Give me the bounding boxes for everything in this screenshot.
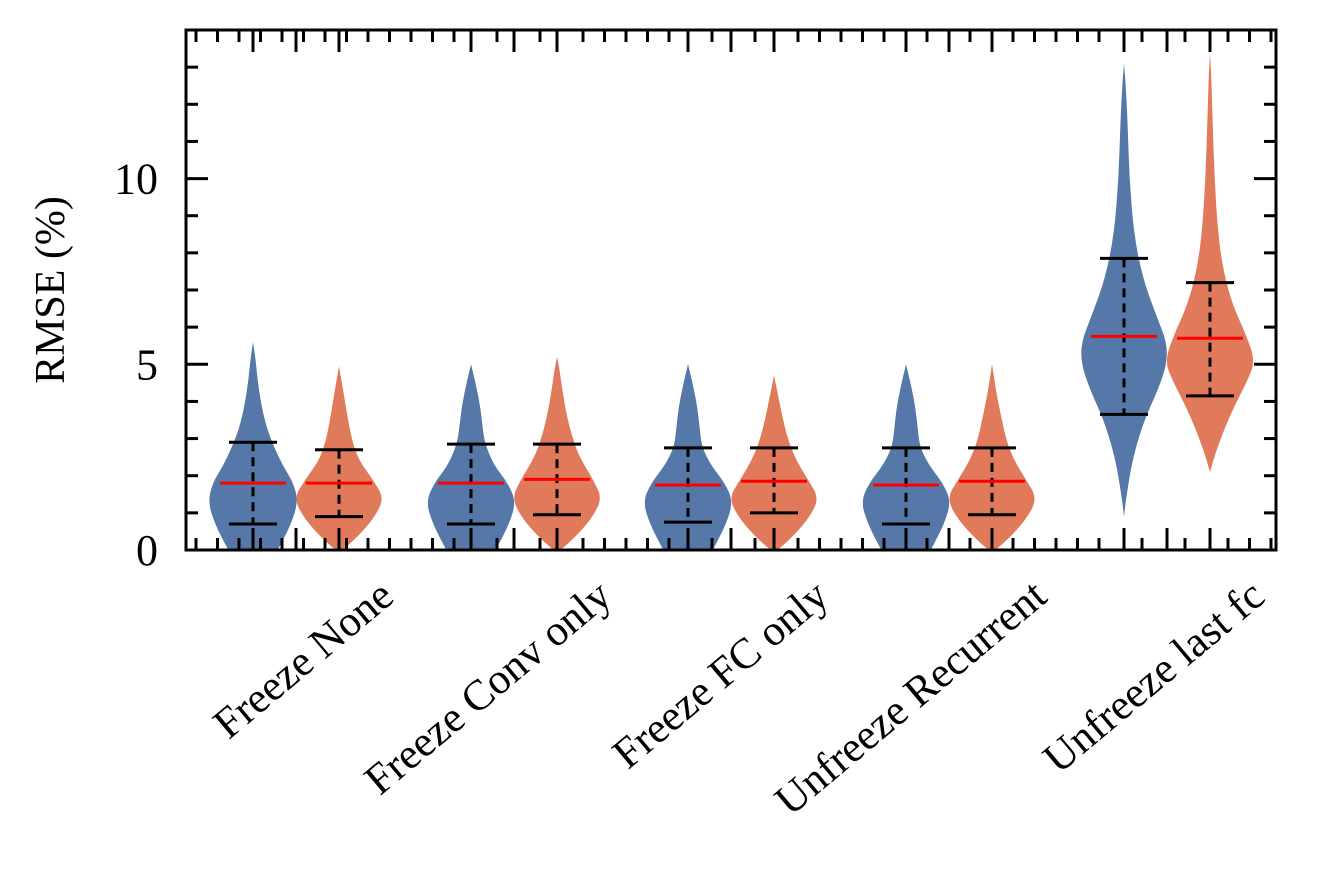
y-tick-label: 5 (136, 340, 158, 389)
violins-layer (209, 52, 1254, 550)
violin-1-3 (949, 364, 1035, 550)
violin-0-1 (427, 364, 515, 550)
violin-0-2 (644, 364, 732, 550)
violin-0-3 (862, 364, 950, 550)
y-tick-label: 0 (136, 526, 158, 575)
category-label-4: Unfreeze last fc (1035, 572, 1274, 783)
violin-1-1 (514, 356, 600, 550)
stats-layer (220, 256, 1243, 526)
violin-1-2 (731, 375, 817, 550)
category-label-2: Freeze FC only (604, 571, 838, 778)
violin-1-4 (1166, 52, 1254, 473)
y-axis-label: RMSE (%) (28, 196, 74, 384)
category-label-0: Freeze None (205, 572, 403, 748)
y-tick-label: 10 (114, 155, 158, 204)
